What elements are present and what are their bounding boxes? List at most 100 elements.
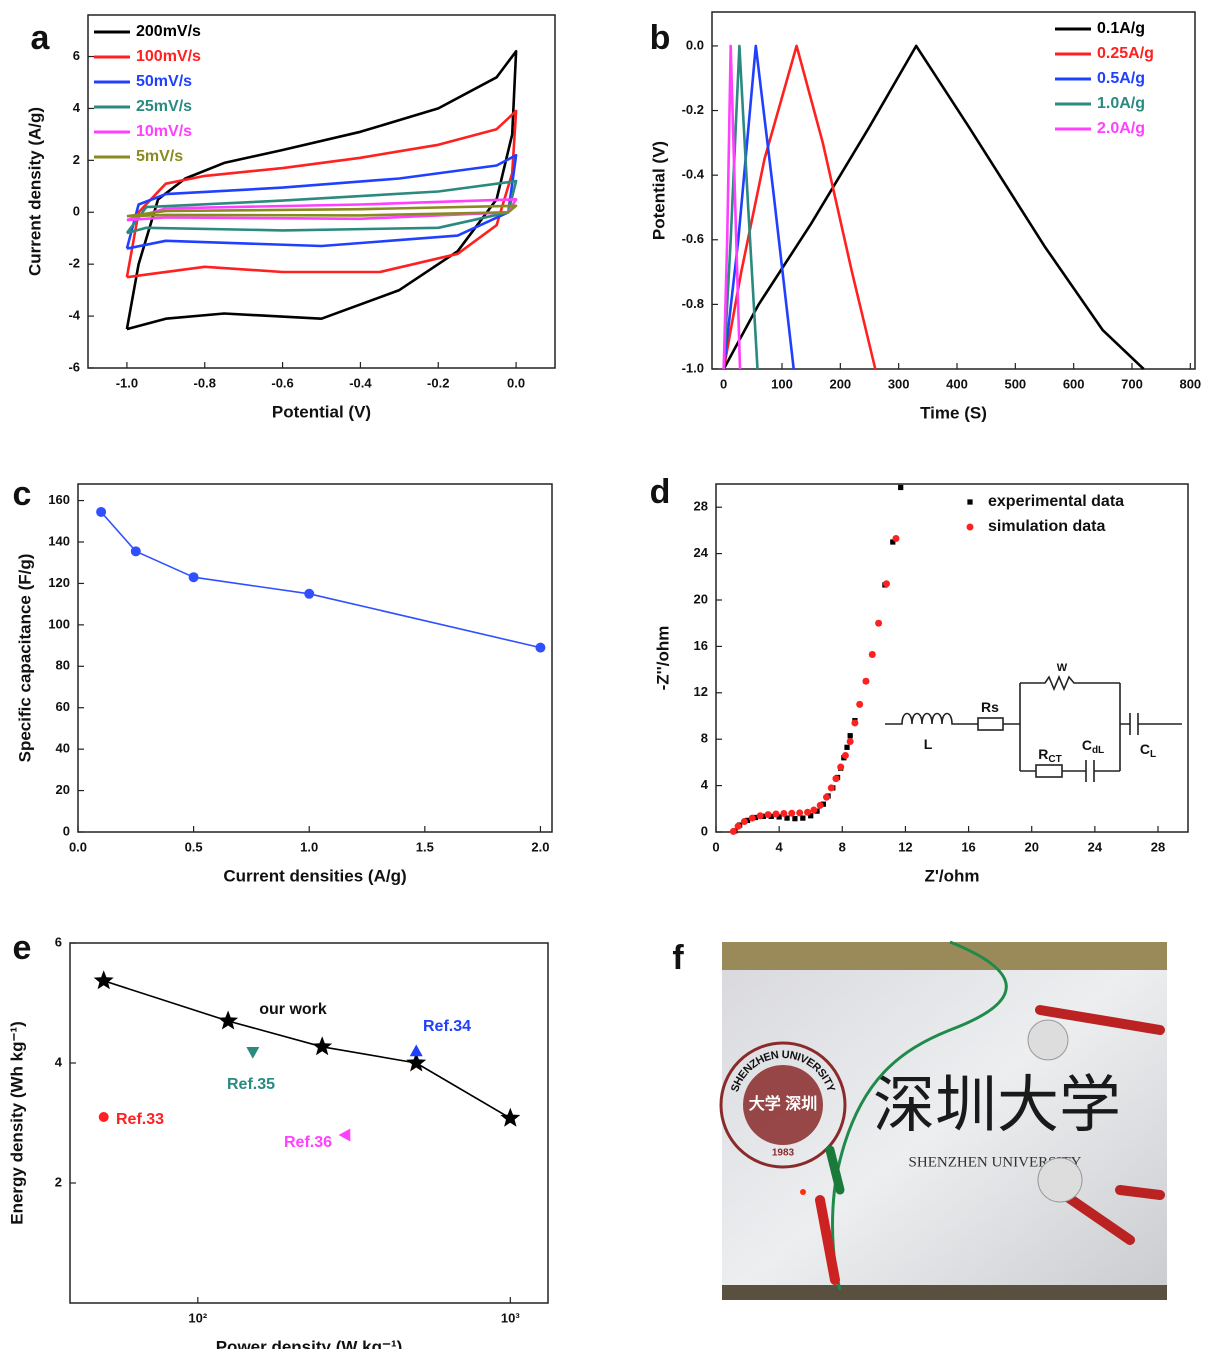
point (218, 1010, 239, 1030)
point (98, 1112, 109, 1122)
circuit-label-main: Rs (981, 699, 999, 715)
point (882, 580, 890, 588)
point (784, 815, 790, 821)
legend-label: 0.1A/g (1097, 20, 1145, 37)
x-tick-label: 700 (1121, 376, 1143, 391)
y-tick-label: 2 (55, 1174, 62, 1189)
circuit-label: L (924, 736, 933, 752)
y-tick-label: 0.0 (686, 37, 704, 52)
x-tick-label: -0.8 (194, 375, 216, 390)
x-axis-label: Power density (W kg⁻¹) (216, 1337, 403, 1349)
plot-frame (711, 11, 1196, 370)
point-label: Ref.34 (423, 1018, 471, 1035)
point (740, 818, 748, 826)
y-axis-label: Potential (V) (649, 141, 668, 240)
y-tick-label: 6 (73, 48, 80, 63)
x-tick-label: 20 (1024, 839, 1038, 854)
x-axis-label: Potential (V) (272, 402, 371, 421)
y-tick-label: 160 (48, 492, 70, 507)
sign-english: SHENZHEN UNIVERSITY (909, 1154, 1082, 1170)
x-tick-label: 0.0 (69, 839, 87, 854)
circuit (885, 674, 1182, 782)
x-tick-label: 400 (946, 376, 968, 391)
y-axis-label: Specific capacitance (F/g) (15, 554, 34, 763)
point (756, 812, 764, 820)
seal-year: 1983 (772, 1148, 795, 1159)
point (832, 775, 840, 783)
circuit-label-main: C (1140, 741, 1150, 757)
y-tick-label: 16 (694, 638, 708, 653)
series-group (729, 484, 904, 835)
y-tick-label: -6 (68, 359, 80, 374)
x-tick-label: 4 (776, 839, 784, 854)
point (827, 784, 835, 792)
point-label: Ref.33 (116, 1111, 164, 1128)
point (304, 588, 315, 599)
panel-label: e (13, 929, 32, 967)
point (768, 813, 774, 819)
legend-label: 0.5A/g (1097, 70, 1145, 87)
x-tick-label: 8 (839, 839, 846, 854)
legend-label: 50mV/s (136, 73, 192, 90)
point-label: our work (259, 1001, 327, 1018)
legend-label: 1.0A/g (1097, 95, 1145, 112)
point (406, 1052, 427, 1072)
point (844, 744, 850, 750)
y-tick-label: 4 (701, 777, 709, 792)
circuit-label-main: C (1082, 737, 1092, 753)
photo-tabletop (722, 942, 1167, 970)
point (823, 793, 831, 801)
point (409, 1044, 423, 1057)
x-tick-label: 0 (712, 839, 719, 854)
panel: d 0 4 8 12 16 20 24 28 0 4 8 12 16 20 24 28 Z'/ohm -Z''/oh… (650, 473, 1189, 885)
series-line (125, 153, 518, 250)
panel-label: d (650, 473, 671, 511)
x-tick-label: 0 (720, 376, 727, 391)
point (96, 506, 107, 517)
y-tick-label: -0.2 (682, 102, 704, 117)
legend-label: 0.25A/g (1097, 45, 1154, 62)
point (792, 816, 798, 822)
panel: b 0 100 200 300 400 500 600 700 800 -1.0 -0.8 -0.6 -0… (649, 11, 1201, 422)
point (816, 801, 824, 809)
photo-edge (722, 1285, 1167, 1300)
point (312, 1036, 333, 1056)
circuit-label-main: W (1057, 662, 1068, 674)
legend-label: 2.0A/g (1097, 120, 1145, 137)
point (851, 719, 859, 727)
point (188, 572, 199, 583)
point (338, 1128, 351, 1142)
y-tick-label: 24 (694, 545, 709, 560)
series-line (125, 179, 518, 235)
resistor (977, 717, 1004, 731)
series-line (722, 44, 742, 370)
circuit-label-sub: L (1150, 749, 1156, 760)
point (804, 808, 812, 816)
point (841, 751, 849, 759)
legend-label: simulation data (988, 518, 1105, 535)
series-line (722, 44, 1145, 370)
point (966, 523, 974, 531)
point (862, 677, 870, 685)
panel: a -1.0 -0.8 -0.6 -0.4 -0.2 0.0 -6 -4 -2 0 2 4 6 Potent… (25, 14, 556, 421)
x-tick-label: -0.6 (271, 375, 293, 390)
x-tick-label: 300 (888, 376, 910, 391)
plot-frame (77, 483, 553, 833)
circuit-label-main: L (924, 736, 933, 752)
series-line (722, 44, 877, 370)
series-group (125, 50, 518, 331)
point (800, 815, 806, 821)
led (800, 1189, 806, 1195)
plot-frame (69, 942, 549, 1304)
point (892, 535, 900, 543)
circuit-label: Rs (981, 699, 999, 715)
x-axis-label: Z'/ohm (924, 866, 979, 885)
y-tick-label: 20 (694, 591, 708, 606)
x-axis-label: Current densities (A/g) (223, 866, 406, 885)
circuit-label-main: R (1038, 746, 1048, 762)
legend-label: experimental data (988, 493, 1124, 510)
y-tick-label: -1.0 (682, 360, 704, 375)
point (898, 484, 904, 491)
legend-label: 10mV/s (136, 123, 192, 140)
y-tick-label: 100 (48, 616, 70, 631)
